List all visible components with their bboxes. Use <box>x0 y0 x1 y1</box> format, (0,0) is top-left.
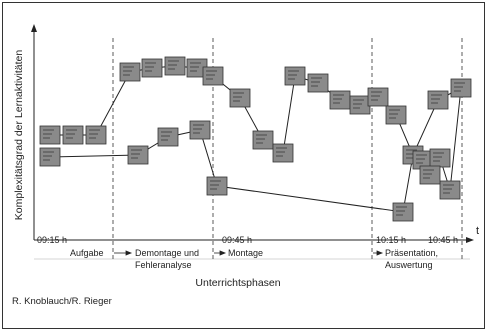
y-axis-label: Komplexitätsgrad der Lernaktivitäten <box>13 50 25 221</box>
sticky-note <box>440 181 460 199</box>
x-arrow <box>466 237 474 243</box>
sticky-note <box>230 89 250 107</box>
sticky-note <box>63 126 83 144</box>
figure: Komplexitätsgrad der Lernaktivitäten t 0… <box>0 0 487 331</box>
sticky-note <box>368 88 388 106</box>
phase-label: Demontage und <box>135 248 199 258</box>
sticky-note <box>207 177 227 195</box>
sticky-note <box>330 91 350 109</box>
sticky-note <box>128 146 148 164</box>
phase-label: Aufgabe <box>70 248 104 258</box>
sticky-note <box>273 144 293 162</box>
time-label: 10:15 h <box>376 235 406 245</box>
sticky-note <box>40 126 60 144</box>
credit: R. Knoblauch/R. Rieger <box>12 296 112 307</box>
phase-label: Fehleranalyse <box>135 260 192 270</box>
sticky-note <box>86 126 106 144</box>
x-axis-symbol: t <box>476 225 479 237</box>
sticky-note <box>253 131 273 149</box>
sticky-note <box>393 203 413 221</box>
phase-label: Auswertung <box>385 260 433 270</box>
sticky-note <box>430 149 450 167</box>
time-label: 10:45 h <box>428 235 458 245</box>
sticky-note <box>158 128 178 146</box>
phase-label: Montage <box>228 248 263 258</box>
sticky-note <box>386 106 406 124</box>
sticky-note <box>451 79 471 97</box>
time-label: 09:15 h <box>37 235 67 245</box>
phase-label: Präsentation, <box>385 248 438 258</box>
x-axis-label: Unterrichtsphasen <box>195 277 280 289</box>
sticky-note <box>428 91 448 109</box>
sticky-note <box>120 63 140 81</box>
sticky-note <box>40 148 60 166</box>
sticky-note <box>350 96 370 114</box>
sticky-note <box>190 121 210 139</box>
sticky-note <box>285 67 305 85</box>
sticky-note <box>142 59 162 77</box>
sticky-note <box>203 67 223 85</box>
sticky-note <box>165 57 185 75</box>
sticky-note <box>308 74 328 92</box>
y-arrow <box>31 24 37 32</box>
sticky-note <box>420 166 440 184</box>
time-label: 09:45 h <box>222 235 252 245</box>
